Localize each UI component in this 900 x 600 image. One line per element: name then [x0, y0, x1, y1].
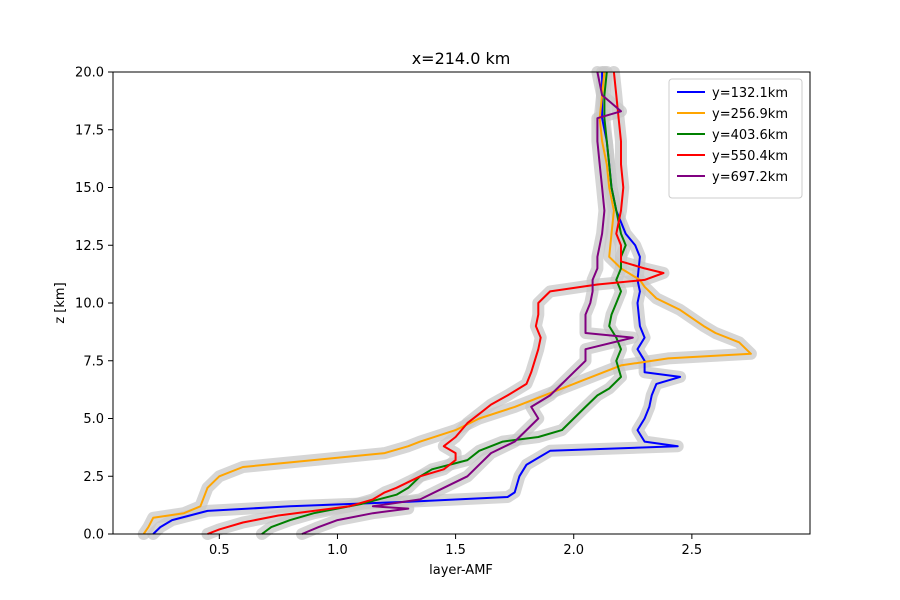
x-tick-label: 2.5: [682, 543, 703, 558]
legend-box: [668, 78, 803, 199]
y-tick-label: 10.0: [75, 297, 104, 312]
y-tick-label: 7.5: [83, 354, 104, 369]
legend: y=132.1km y=256.9km y=403.6km y=550.4km y=69…: [668, 78, 803, 199]
x-tick-label: 2.0: [563, 543, 584, 558]
y-tick-label: 0.0: [83, 528, 104, 543]
x-tick-label: 1.0: [327, 543, 348, 558]
series-line-2: [142, 71, 752, 535]
series-line-3: [261, 71, 627, 535]
series-lines: [142, 71, 752, 535]
series-line-5: [301, 71, 634, 535]
y-tick-label: 15.0: [75, 181, 104, 196]
y-tick-label: 12.5: [75, 239, 104, 254]
y-tick-label: 5.0: [83, 412, 104, 427]
legend-entry: y=256.9km: [712, 107, 788, 122]
series-line-4: [207, 71, 665, 535]
y-tick-label: 17.5: [75, 123, 104, 138]
y-axis: 0.0 2.5 5.0 7.5 10.0 12.5 15.0 17.5 20.0: [75, 66, 113, 543]
chart-title: x=214.0 km: [412, 49, 511, 68]
legend-entry: y=403.6km: [712, 128, 788, 143]
x-tick-label: 0.5: [209, 543, 230, 558]
legend-entry: y=697.2km: [712, 170, 788, 185]
legend-entry: y=550.4km: [712, 149, 788, 164]
x-tick-label: 1.5: [445, 543, 466, 558]
y-tick-label: 20.0: [75, 66, 104, 81]
legend-entry: y=132.1km: [712, 86, 788, 101]
y-axis-label: z [km]: [53, 282, 68, 323]
x-axis: 0.5 1.0 1.5 2.0 2.5: [209, 534, 702, 558]
x-axis-label: layer-AMF: [429, 563, 493, 578]
y-tick-label: 2.5: [83, 470, 104, 485]
